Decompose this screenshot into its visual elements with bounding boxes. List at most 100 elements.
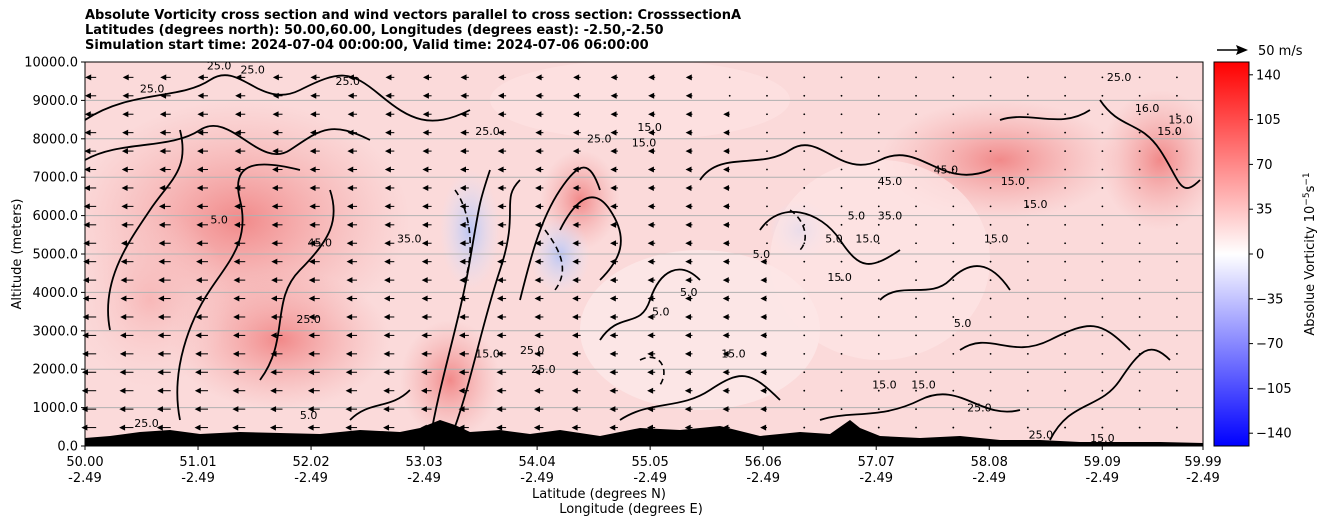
wind-vector-head: [760, 350, 767, 357]
wind-vector-head: [496, 369, 503, 376]
wind-vector-head: [535, 74, 542, 81]
wind-vector-head: [345, 350, 352, 357]
x-tick-label-lat: 54.04: [519, 455, 556, 470]
wind-vector-head: [83, 184, 90, 191]
wind-vector-head: [760, 406, 767, 413]
wind-vector-head: [420, 424, 427, 431]
wind-vector-dot: [1064, 260, 1067, 263]
wind-vector-head: [497, 92, 504, 99]
wind-vector-head: [496, 350, 503, 357]
wind-vector-dot: [1101, 334, 1104, 337]
wind-vector-head: [235, 74, 242, 81]
wind-vector-dot: [1026, 187, 1029, 189]
wind-vector-dot: [1176, 279, 1178, 282]
wind-vector-head: [197, 74, 204, 81]
y-tick-label: 6000.0: [33, 209, 79, 224]
wind-vector-head: [497, 148, 504, 155]
wind-vector-head: [232, 387, 239, 394]
wind-vector-head: [609, 332, 616, 339]
wind-vector-head: [421, 369, 428, 376]
wind-vector-dot: [1064, 76, 1067, 79]
contour-label: 5.0: [848, 209, 866, 222]
wind-vector-dot: [1064, 426, 1067, 429]
wind-vector-head: [84, 166, 91, 173]
wind-vector-head: [272, 111, 279, 118]
y-tick-label: 5000.0: [33, 248, 79, 263]
wind-vector-dot: [915, 223, 917, 226]
wind-vector-head: [307, 387, 314, 394]
contour-label: 35.0: [878, 209, 903, 222]
wind-vector-head: [120, 295, 127, 302]
contour-label: 15.0: [1090, 432, 1115, 445]
wind-vector-dot: [840, 316, 843, 318]
wind-vector-head: [120, 258, 127, 265]
y-tick-label: 8000.0: [33, 132, 79, 147]
wind-vector-dot: [803, 389, 806, 392]
y-tick-label: 7000.0: [33, 171, 79, 186]
contour-label: 15.0: [1001, 175, 1026, 188]
contour-label: 25.0: [296, 313, 321, 326]
wind-vector-head: [346, 277, 353, 284]
contour-label: 45.0: [308, 236, 333, 249]
wind-vector-head: [684, 350, 691, 357]
wind-vector-head: [197, 111, 204, 118]
wind-vector-dot: [952, 352, 955, 355]
wind-vector-dot: [840, 242, 843, 245]
colorbar-tick-label: −35: [1256, 292, 1283, 307]
wind-vector-dot: [989, 334, 992, 337]
wind-vector-head: [119, 387, 126, 394]
wind-vector-head: [270, 350, 277, 357]
wind-vector-head: [610, 240, 617, 247]
wind-vector-head: [271, 295, 278, 302]
wind-vector-head: [497, 258, 504, 265]
wind-vector-dot: [766, 223, 768, 226]
wind-vector-head: [573, 74, 580, 81]
wind-vector-head: [421, 240, 428, 247]
wind-vector-head: [310, 92, 317, 99]
wind-vector-head: [647, 369, 654, 376]
wind-vector-dot: [1026, 131, 1029, 134]
wind-vector-head: [272, 92, 279, 99]
wind-vector-head: [534, 203, 541, 210]
wind-vector-head: [347, 92, 354, 99]
wind-vector-head: [157, 313, 164, 320]
wind-vector-head: [346, 203, 353, 210]
wind-vector-dot: [952, 205, 955, 208]
wind-vector-dot: [989, 94, 992, 97]
wind-vector-head: [722, 369, 729, 376]
x-axis-label-line-1: Latitude (degrees N): [532, 487, 666, 502]
wind-vector-dot: [728, 94, 731, 97]
wind-vector-head: [309, 166, 316, 173]
wind-vector-head: [82, 277, 89, 284]
wind-vector-dot: [766, 168, 768, 171]
wind-vector-dot: [1138, 242, 1141, 245]
title-line-3: Simulation start time: 2024-07-04 00:00:…: [85, 38, 649, 53]
wind-vector-head: [760, 424, 767, 431]
wind-vector-head: [722, 203, 729, 210]
wind-vector-head: [760, 313, 767, 320]
wind-vector-head: [385, 129, 392, 136]
wind-vector-dot: [1101, 352, 1104, 355]
wind-vector-head: [194, 424, 201, 431]
wind-vector-dot: [840, 279, 843, 282]
wind-vector-dot: [877, 389, 880, 392]
wind-vector-head: [196, 184, 203, 191]
wind-vector-head: [420, 406, 427, 413]
wind-vector-head: [459, 295, 466, 302]
wind-vector-dot: [1026, 242, 1029, 245]
wind-vector-head: [572, 148, 579, 155]
y-axis: 0.0 1000.0 2000.0 3000.0 4000.0 5000.0 6000.0 7…: [24, 56, 85, 455]
wind-vector-head: [496, 332, 503, 339]
wind-vector-dot: [1176, 408, 1178, 411]
wind-vector-dot: [1138, 352, 1141, 355]
wind-vector-head: [159, 148, 166, 155]
wind-vector-head: [647, 277, 654, 284]
contour-label: 15.0: [911, 378, 936, 391]
wind-vector-head: [723, 184, 730, 191]
wind-vector-dot: [989, 371, 992, 374]
wind-vector-head: [347, 74, 354, 81]
wind-vector-head: [195, 332, 202, 339]
title-line-2: Latitudes (degrees north): 50.00,60.00, …: [85, 23, 664, 38]
wind-vector-head: [684, 406, 691, 413]
wind-vector-dot: [989, 389, 992, 392]
